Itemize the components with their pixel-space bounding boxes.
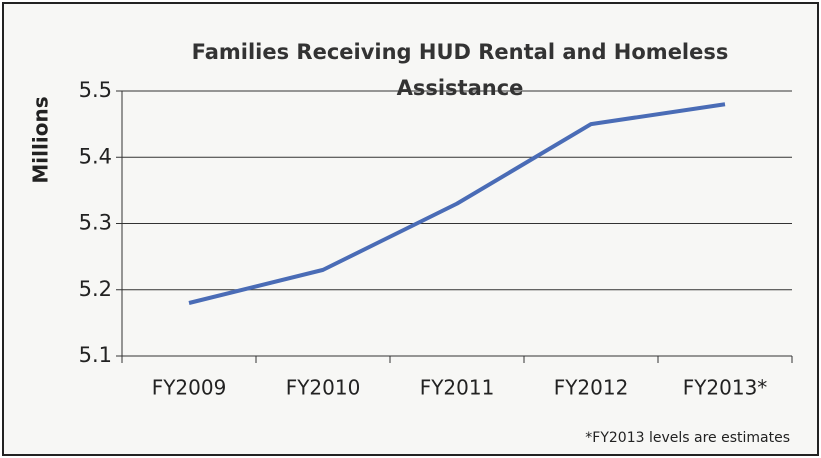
chart-title: Families Receiving HUD Rental and Homele… <box>191 40 729 100</box>
x-tick-label: FY2013* <box>683 376 768 400</box>
y-axis-label: Millions <box>29 96 53 183</box>
x-tick-label: FY2011 <box>420 376 495 400</box>
y-tick-label: 5.2 <box>79 277 112 301</box>
x-tick-label: FY2009 <box>152 376 227 400</box>
data-line <box>188 102 726 305</box>
y-tick-label: 5.1 <box>79 343 112 367</box>
x-tick-label: FY2012 <box>554 376 629 400</box>
y-tick-label: 5.4 <box>79 144 112 168</box>
y-tick-label: 5.5 <box>79 78 112 102</box>
footnote: *FY2013 levels are estimates <box>585 430 790 446</box>
y-tick-label: 5.3 <box>79 211 112 235</box>
x-tick-label: FY2010 <box>286 376 361 400</box>
